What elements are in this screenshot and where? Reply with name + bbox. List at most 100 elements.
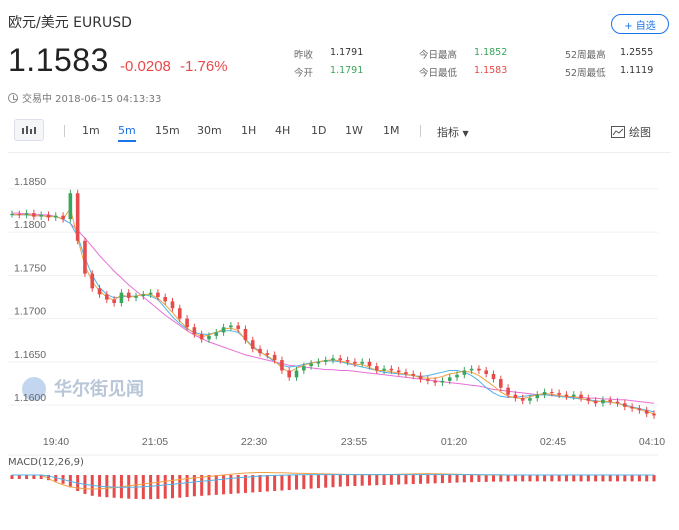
macd-bar bbox=[192, 475, 196, 497]
candle-body bbox=[97, 288, 102, 295]
x-tick-label: 23:55 bbox=[341, 436, 367, 448]
draw-button[interactable]: 绘图 bbox=[611, 124, 651, 140]
candle-body bbox=[360, 361, 364, 364]
candle-body bbox=[148, 292, 153, 295]
candle-body bbox=[484, 370, 489, 374]
candle-body bbox=[294, 370, 299, 378]
macd-bar bbox=[214, 475, 218, 495]
candle-body bbox=[83, 240, 87, 274]
add-to-watchlist-button[interactable]: + 自选 bbox=[611, 14, 669, 34]
candle-body bbox=[185, 318, 189, 328]
candle-body bbox=[68, 193, 73, 220]
draw-label: 绘图 bbox=[629, 126, 651, 139]
period-1h[interactable]: 1H bbox=[241, 124, 257, 137]
macd-bar bbox=[506, 475, 510, 482]
period-5m[interactable]: 5m bbox=[118, 124, 136, 142]
candle-body bbox=[170, 301, 175, 309]
candle-body bbox=[323, 360, 328, 362]
macd-bar bbox=[324, 475, 328, 488]
candle-body bbox=[593, 400, 598, 404]
macd-bar bbox=[236, 475, 240, 494]
macd-bar bbox=[462, 475, 466, 483]
candle-body bbox=[90, 273, 95, 289]
macd-bar bbox=[273, 475, 277, 491]
stat-label: 52周最低 bbox=[565, 68, 606, 79]
period-15m[interactable]: 15m bbox=[155, 124, 180, 137]
period-1m[interactable]: 1m bbox=[82, 124, 100, 137]
candle-body bbox=[265, 353, 270, 355]
candle-body bbox=[207, 335, 211, 340]
indicators-dropdown[interactable]: 指标 ▼ bbox=[437, 124, 469, 140]
period-1mo[interactable]: 1M bbox=[383, 124, 400, 137]
draw-icon bbox=[611, 126, 625, 138]
macd-bar bbox=[309, 475, 313, 489]
macd-bar bbox=[200, 475, 204, 496]
macd-bar bbox=[46, 475, 50, 481]
candle-body bbox=[229, 325, 233, 328]
candle-body bbox=[141, 294, 146, 297]
macd-bar bbox=[448, 475, 452, 483]
period-1w[interactable]: 1W bbox=[345, 124, 363, 137]
macd-bar bbox=[25, 475, 29, 479]
candle-body bbox=[404, 372, 408, 374]
watermark-text: 华尔街见闻 bbox=[54, 378, 144, 400]
macd-bar bbox=[353, 475, 357, 486]
candle-body bbox=[331, 358, 335, 361]
candle-body bbox=[75, 193, 80, 241]
chart-toolbar: 1m 5m 15m 30m 1H 4H 1D 1W 1M 指标 ▼ 绘图 bbox=[0, 116, 679, 146]
macd-bar bbox=[346, 475, 350, 487]
x-tick-label: 04:10 bbox=[639, 436, 665, 448]
candle-body bbox=[396, 370, 401, 373]
macd-bar bbox=[17, 475, 21, 479]
x-tick-label: 21:05 bbox=[142, 436, 168, 448]
ma-long-line bbox=[12, 212, 655, 404]
candle-body bbox=[199, 334, 204, 340]
period-30m[interactable]: 30m bbox=[197, 124, 222, 137]
stat-52w-high: 52周最高 1.2555 bbox=[565, 47, 653, 61]
macd-bar bbox=[156, 475, 160, 499]
macd-bar bbox=[645, 475, 649, 482]
candle-body bbox=[192, 327, 197, 335]
stat-value: 1.1791 bbox=[330, 65, 364, 76]
macd-bar bbox=[39, 475, 43, 479]
stat-value: 1.2555 bbox=[620, 47, 654, 58]
period-1d[interactable]: 1D bbox=[311, 124, 327, 137]
candle-body bbox=[24, 213, 29, 215]
macd-bar bbox=[499, 475, 503, 482]
candle-body bbox=[462, 370, 467, 375]
candle-body bbox=[411, 373, 416, 376]
candle-body bbox=[623, 403, 627, 407]
candle-body bbox=[345, 360, 350, 362]
macd-bar bbox=[440, 475, 444, 484]
macd-bar bbox=[404, 475, 408, 485]
candle-body bbox=[243, 328, 248, 341]
stat-value: 1.1583 bbox=[474, 65, 508, 76]
macd-bar bbox=[243, 475, 247, 493]
watermark-logo bbox=[22, 377, 46, 401]
candle-body bbox=[542, 392, 547, 395]
macd-dea-line bbox=[12, 474, 654, 488]
candle-body bbox=[17, 214, 22, 215]
macd-bar bbox=[557, 475, 561, 482]
candle-body bbox=[630, 406, 634, 409]
macd-bar bbox=[280, 475, 284, 491]
price-chart[interactable]: 华尔街见闻 1.1850 1.1800 1.1750 1.1700 1.1650 1.16… bbox=[8, 152, 671, 524]
macd-bar bbox=[222, 475, 226, 495]
macd-bar bbox=[521, 475, 525, 482]
candle-body bbox=[374, 366, 379, 371]
candle-body bbox=[491, 373, 496, 380]
macd-bar bbox=[419, 475, 423, 484]
candle-body bbox=[61, 215, 65, 220]
candle-body bbox=[506, 387, 510, 395]
candle-body bbox=[338, 358, 343, 361]
candle-body bbox=[571, 394, 576, 397]
period-4h[interactable]: 4H bbox=[275, 124, 291, 137]
candle-body bbox=[105, 294, 109, 300]
toolbar-divider bbox=[420, 125, 421, 137]
candlestick-icon[interactable] bbox=[14, 119, 44, 141]
last-price: 1.1583 bbox=[8, 42, 109, 78]
macd-bar bbox=[149, 475, 153, 500]
candle-body bbox=[316, 361, 321, 364]
indicators-label: 指标 bbox=[437, 126, 459, 139]
macd-bar bbox=[32, 475, 36, 479]
